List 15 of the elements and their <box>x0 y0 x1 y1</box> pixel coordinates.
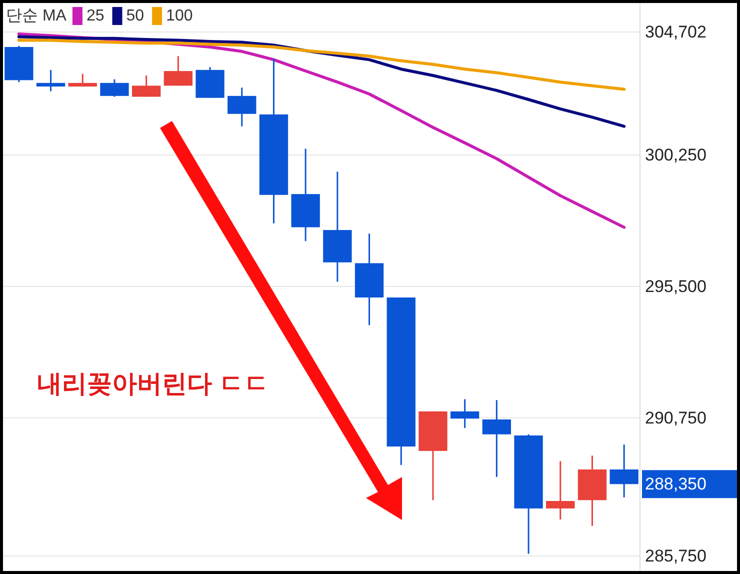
annotation: 내리꽂아버린다 ㄷㄷ <box>37 370 269 398</box>
line-series <box>17 38 626 91</box>
line-series <box>17 35 626 128</box>
y-tick-label: 285,750 <box>645 546 706 566</box>
legend-label: 50 <box>126 8 144 24</box>
text: 288,350 <box>645 474 706 494</box>
y-tick-label: 290,750 <box>645 408 706 428</box>
candlestick <box>546 460 575 520</box>
y-tick-label: 304,702 <box>645 22 706 42</box>
legend-label: 100 <box>166 8 193 24</box>
legend-title: 단순 MA <box>6 8 67 24</box>
y-tick-label: 300,250 <box>645 146 706 165</box>
candlestick <box>36 69 66 92</box>
y-tick-label: 295,500 <box>645 276 706 296</box>
legend-label: 25 <box>86 8 104 24</box>
